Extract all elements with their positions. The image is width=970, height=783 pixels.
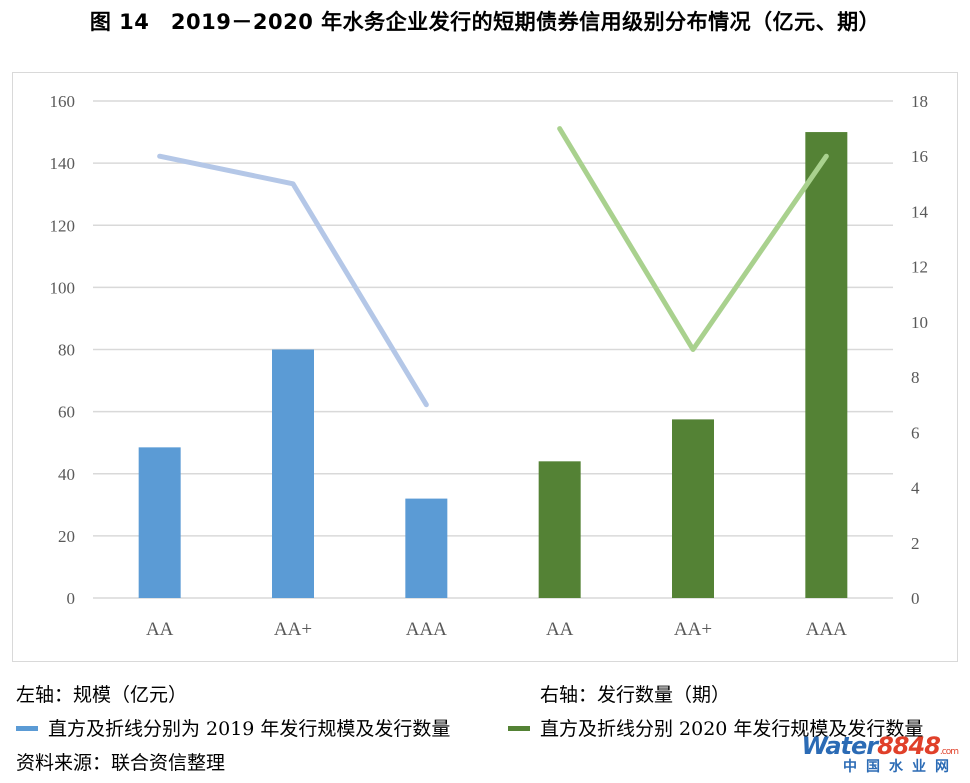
right-tick-label: 0 <box>911 589 920 608</box>
bar-2019 <box>138 447 181 598</box>
left-axis-note: 左轴：规模（亿元） <box>16 684 188 706</box>
category-label: AA+ <box>674 619 712 640</box>
left-tick-label: 80 <box>58 341 75 360</box>
legend-2019-label: 直方及折线分别为 2019 年发行规模及发行数量 <box>48 718 451 740</box>
legend-2020: 直方及折线分别 2020 年发行规模及发行数量 <box>508 714 923 741</box>
left-tick-label: 20 <box>58 527 75 546</box>
left-tick-label: 0 <box>67 589 76 608</box>
legend-2020-swatch <box>508 725 530 731</box>
right-tick-label: 2 <box>911 534 920 553</box>
line-2019 <box>157 153 429 408</box>
left-tick-label: 120 <box>50 216 76 235</box>
category-label: AA <box>146 619 174 640</box>
logo-number: 8848 <box>877 732 941 760</box>
left-tick-label: 160 <box>50 92 76 111</box>
logo-subtitle: 中国水业网 <box>843 759 958 775</box>
category-label: AA+ <box>274 619 312 640</box>
logo-word: Water <box>801 732 878 760</box>
bar-2020 <box>538 461 581 598</box>
bar-2019 <box>405 498 448 598</box>
left-tick-label: 140 <box>50 154 76 173</box>
right-tick-label: 8 <box>911 368 920 387</box>
right-tick-label: 6 <box>911 423 920 442</box>
left-tick-label: 100 <box>50 278 76 297</box>
right-tick-label: 12 <box>911 258 928 277</box>
right-axis-note: 右轴：发行数量（期） <box>540 684 731 706</box>
bar-2020 <box>805 132 848 598</box>
category-label: AAA <box>406 619 447 640</box>
line-2020 <box>557 126 829 352</box>
right-tick-label: 14 <box>911 202 929 221</box>
logo: Water8848.com 中国水业网 <box>801 732 959 776</box>
source-note: 资料来源：联合资信整理 <box>16 752 226 774</box>
category-label: AAA <box>806 619 847 640</box>
logo-suffix: .com <box>939 747 959 757</box>
category-label: AA <box>546 619 574 640</box>
legend-2019: 直方及折线分别为 2019 年发行规模及发行数量 <box>16 714 450 741</box>
right-tick-label: 4 <box>911 479 920 498</box>
bar-2020 <box>672 419 714 598</box>
right-tick-label: 16 <box>911 147 928 166</box>
left-tick-label: 60 <box>58 403 75 422</box>
chart-title: 图 14 2019－2020 年水务企业发行的短期债券信用级别分布情况（亿元、期… <box>89 10 881 34</box>
left-tick-label: 40 <box>58 465 75 484</box>
chart-frame: 0 20 40 60 80 100 120 140 160 0 2 4 6 8 10 12 14 16 18 AA AA… <box>12 72 958 662</box>
legend-2020-label: 直方及折线分别 2020 年发行规模及发行数量 <box>540 718 924 740</box>
right-tick-label: 18 <box>911 92 928 111</box>
logo-wordmark: Water8848.com <box>801 732 959 760</box>
bar-2019 <box>272 349 314 598</box>
legend-2019-swatch <box>16 725 38 731</box>
right-tick-label: 10 <box>911 313 928 332</box>
